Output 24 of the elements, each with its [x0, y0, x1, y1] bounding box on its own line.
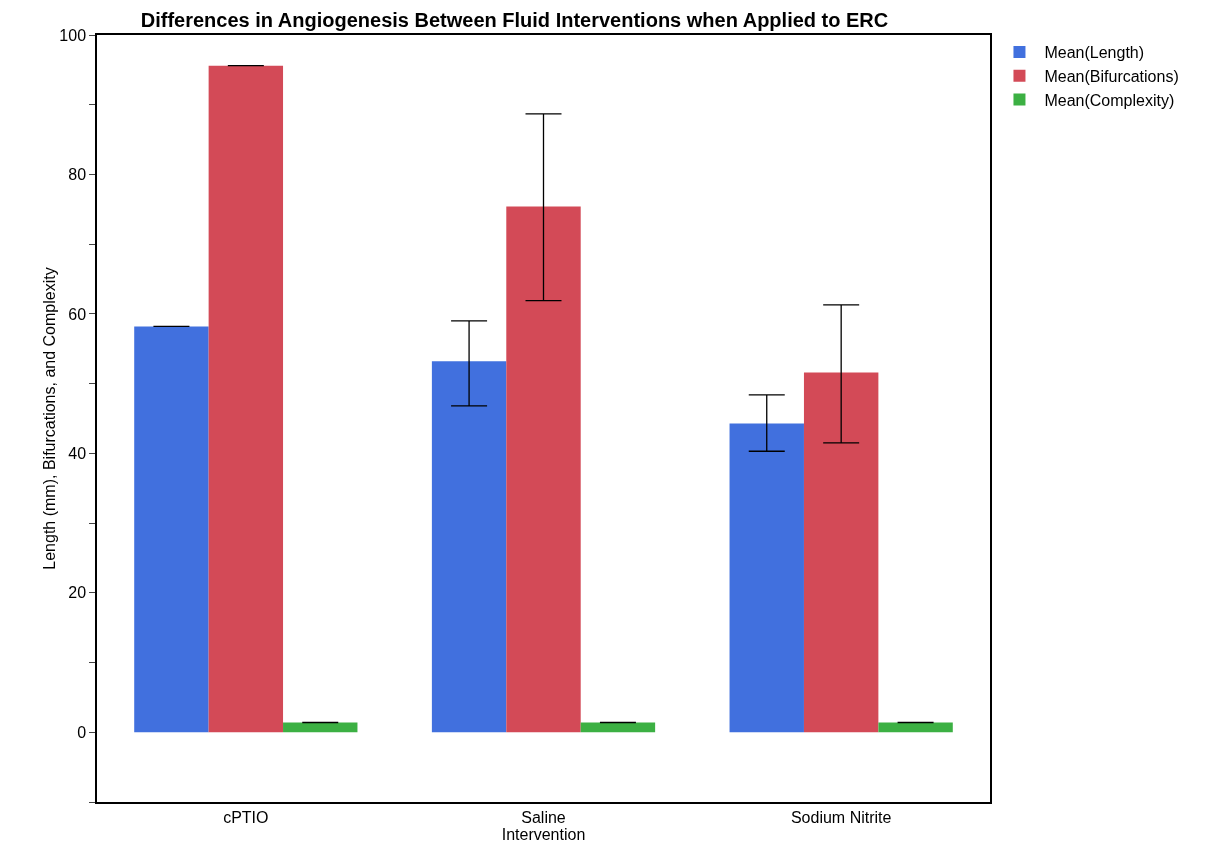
- x-tick-label: cPTIO: [223, 808, 269, 826]
- y-tick-label: 80: [68, 166, 87, 184]
- y-tick-label: 0: [77, 723, 87, 741]
- bar: [729, 423, 804, 733]
- bar: [283, 722, 358, 733]
- bar: [803, 372, 879, 733]
- x-tick-label: Saline: [521, 808, 566, 826]
- y-tick-label: 20: [68, 584, 87, 602]
- bar: [580, 722, 656, 733]
- y-tick-label: 60: [68, 305, 87, 323]
- x-tick-label: Sodium Nitrite: [790, 808, 892, 826]
- bar: [878, 722, 953, 733]
- x-axis-title: Intervention: [501, 825, 586, 843]
- bar: [208, 65, 284, 733]
- y-axis-title: Length (mm), Bifurcations, and Complexity: [40, 267, 58, 570]
- legend-label: Mean(Length): [1044, 44, 1145, 62]
- legend-label: Mean(Bifurcations): [1044, 67, 1179, 85]
- y-tick-label: 40: [68, 444, 87, 462]
- y-tick-label: 100: [59, 26, 87, 44]
- bar: [506, 206, 581, 733]
- chart-title: Differences in Angiogenesis Between Fluid Interventions when Applied to ERC: [140, 8, 889, 31]
- bar: [134, 326, 209, 733]
- legend-label: Mean(Complexity): [1044, 91, 1175, 109]
- bar: [431, 361, 507, 733]
